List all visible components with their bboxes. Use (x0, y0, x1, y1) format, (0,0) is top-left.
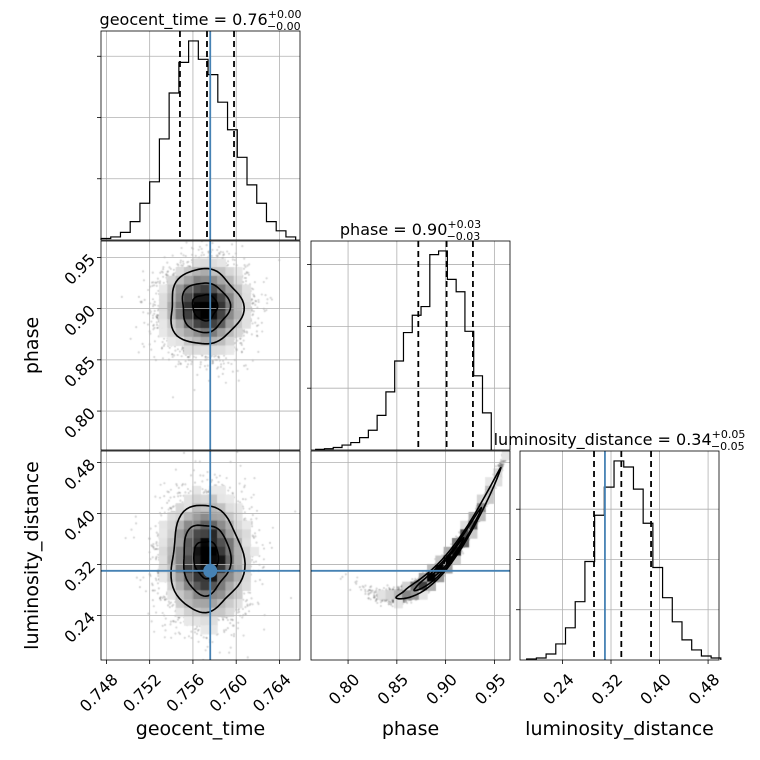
x-tick-label-luminosity_distance-1: 0.32 (588, 670, 627, 709)
contour-geocent_time-vs-phase-2 (170, 267, 246, 345)
x-tick-label-phase-2: 0.90 (422, 670, 461, 709)
hist-grid-phase (311, 241, 510, 450)
x-tick-label-geocent_time-0: 0.748 (76, 670, 122, 716)
y-tick-label-luminosity_distance-0: 0.24 (60, 608, 99, 647)
title-sup: +0.05 (712, 428, 746, 441)
contour-phase-vs-luminosity_distance-2 (395, 466, 502, 600)
x-tick-label-phase-1: 0.85 (374, 670, 413, 709)
joint-frame-geocent_time-vs-phase (100, 240, 301, 451)
joint-grid-geocent_time-vs-luminosity_distance (101, 451, 300, 660)
hist-frame-geocent_time (100, 30, 301, 241)
x-tick-label-geocent_time-1: 0.752 (119, 670, 165, 716)
title-sup: +0.00 (268, 8, 302, 21)
x-tick-label-luminosity_distance-2: 0.40 (636, 670, 675, 709)
x-axis-label-geocent_time: geocent_time (136, 718, 265, 740)
hist-title-luminosity_distance: luminosity_distance = 0.34+0.05 −0.05 (494, 428, 746, 453)
hist-grid-geocent_time (101, 31, 300, 240)
density-geocent_time-vs-phase (101, 241, 300, 450)
contour-geocent_time-vs-luminosity_distance-1 (183, 524, 232, 598)
x-tick-label-phase-3: 0.95 (471, 670, 510, 709)
hist-title-phase: phase = 0.90+0.03 −0.03 (340, 218, 481, 243)
joint-frame-phase-vs-luminosity_distance (310, 450, 511, 661)
title-sup: +0.03 (447, 218, 481, 231)
hist-frame-luminosity_distance (519, 450, 720, 661)
density-geocent_time-vs-luminosity_distance (101, 451, 300, 660)
y-axis-label-phase: phase (21, 317, 43, 374)
histogram-geocent_time (100, 40, 297, 240)
title-main: luminosity_distance = 0.34 (494, 430, 712, 450)
x-tick-label-geocent_time-4: 0.764 (249, 670, 295, 716)
y-tick-label-luminosity_distance-3: 0.48 (60, 455, 99, 494)
title-sub: −0.05 (711, 440, 745, 453)
y-tick-label-phase-2: 0.90 (60, 301, 99, 340)
y-tick-label-phase-0: 0.80 (60, 404, 99, 443)
y-tick-label-phase-3: 0.95 (60, 250, 99, 289)
contour-geocent_time-vs-luminosity_distance-2 (170, 504, 246, 614)
histogram-phase (315, 250, 492, 450)
contour-phase-vs-luminosity_distance-0 (427, 536, 465, 581)
x-tick-label-luminosity_distance-3: 0.48 (685, 670, 724, 709)
x-tick-label-luminosity_distance-0: 0.24 (539, 670, 578, 709)
joint-frame-geocent_time-vs-luminosity_distance (100, 450, 301, 661)
histogram-luminosity_distance (526, 460, 722, 660)
title-sub: −0.00 (267, 20, 301, 33)
y-axis-label-luminosity_distance: luminosity_distance (21, 461, 43, 650)
hist-frame-phase (310, 240, 511, 451)
y-tick-label-luminosity_distance-2: 0.40 (60, 506, 99, 545)
x-axis-label-phase: phase (382, 718, 439, 740)
title-main: phase = 0.90 (340, 220, 447, 239)
hist-panel-phase (315, 241, 492, 450)
density-phase-vs-luminosity_distance (311, 451, 510, 660)
contour-phase-vs-luminosity_distance-1 (413, 506, 483, 592)
x-tick-label-phase-0: 0.80 (325, 670, 364, 709)
hist-title-geocent_time: geocent_time = 0.76+0.00 −0.00 (100, 8, 302, 33)
y-tick-label-phase-1: 0.85 (60, 352, 99, 391)
x-axis-label-luminosity_distance: luminosity_distance (525, 718, 714, 740)
title-sub: −0.03 (447, 230, 481, 243)
contour-geocent_time-vs-phase-1 (181, 282, 232, 334)
hist-grid-luminosity_distance (520, 451, 719, 660)
truth-marker-geocent_time-vs-luminosity_distance (203, 563, 218, 578)
x-tick-label-geocent_time-2: 0.756 (162, 670, 208, 716)
hist-panel-luminosity_distance (526, 451, 722, 660)
hist-panel-geocent_time (100, 31, 297, 240)
joint-grid-geocent_time-vs-phase (101, 241, 300, 450)
x-tick-label-geocent_time-3: 0.760 (206, 670, 252, 716)
title-main: geocent_time = 0.76 (100, 10, 268, 30)
y-tick-label-luminosity_distance-1: 0.32 (60, 557, 99, 596)
